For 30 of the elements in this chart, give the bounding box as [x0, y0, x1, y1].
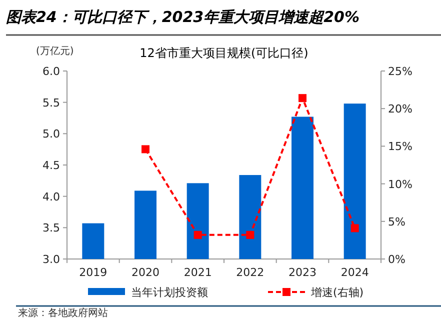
point: [246, 230, 254, 239]
y2-tick-label: 5%: [388, 215, 406, 228]
point: [142, 145, 150, 154]
y-tick-label: 5.0: [42, 128, 60, 141]
source-note: 来源：各地政府网站: [18, 307, 108, 319]
y2-tick-label: 15%: [388, 140, 412, 154]
y2-tick-label: 0%: [388, 253, 406, 266]
x-tick-label: 2020: [132, 266, 160, 279]
y-axis-title: (万亿元): [36, 46, 74, 57]
y-tick-label: 6.0: [42, 65, 60, 78]
x-tick-label: 2022: [236, 266, 264, 279]
y2-tick-label: 25%: [388, 65, 412, 78]
y-tick-label: 4.0: [42, 190, 60, 204]
y-tick-label: 3.0: [42, 253, 60, 266]
y-tick-label: 4.5: [42, 159, 60, 172]
y-tick-label: 3.5: [42, 222, 60, 235]
legend-label: 增速(右轴): [310, 286, 364, 299]
chart-subtitle: 12省市重大项目规模(可比口径): [140, 46, 308, 60]
point: [298, 94, 306, 102]
x-tick-label: 2024: [340, 266, 369, 279]
point: [194, 230, 202, 239]
y2-tick-label: 10%: [388, 178, 412, 191]
legend-label: 当年计划投资额: [131, 286, 208, 299]
x-tick-label: 2023: [288, 266, 316, 279]
point: [350, 224, 359, 232]
y-tick-label: 5.5: [42, 96, 60, 110]
chart-title: 图表24：可比口径下，2023年重大项目增速超20%: [6, 8, 360, 26]
x-tick-label: 2021: [184, 266, 212, 279]
y2-tick-label: 20%: [388, 102, 412, 116]
x-tick-label: 2019: [79, 266, 108, 279]
